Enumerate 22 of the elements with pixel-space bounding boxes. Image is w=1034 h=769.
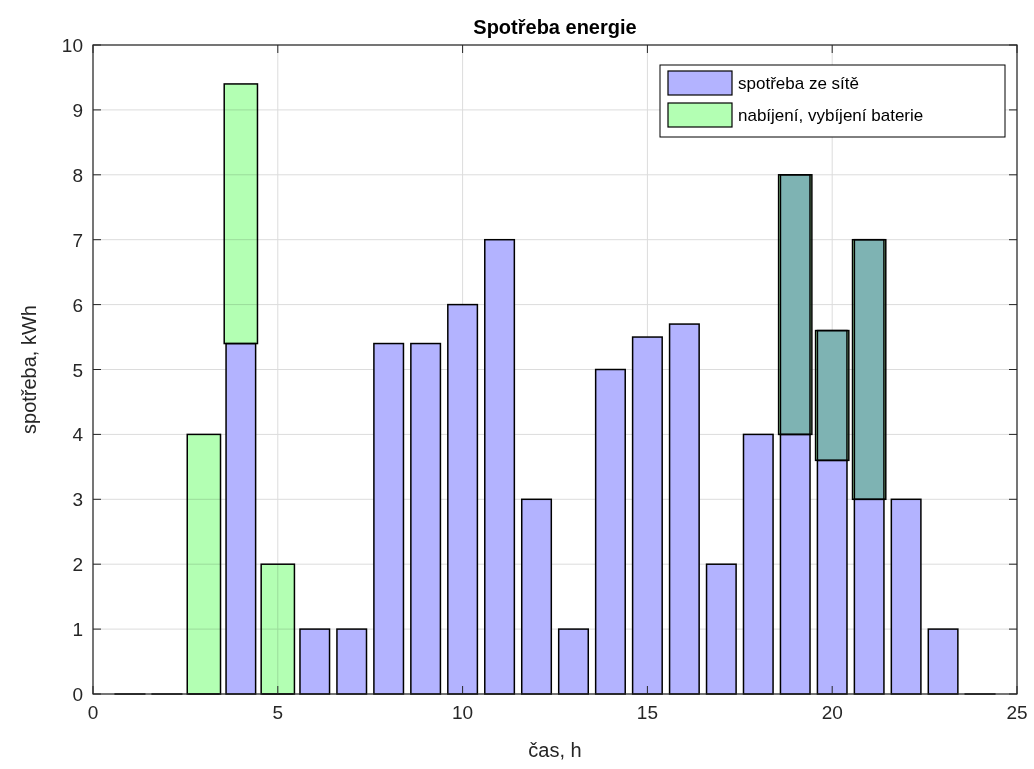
y-tick-label: 5 [72,359,83,381]
y-tick-label: 4 [72,424,84,446]
x-tick-label: 20 [821,702,843,723]
y-tick-label: 10 [61,35,83,56]
chart-title: Spotřeba energie [473,16,637,38]
y-tick-label: 3 [72,489,83,511]
x-tick-label: 25 [1006,702,1028,723]
legend-label: nabíjení, vybíjení baterie [738,106,924,125]
y-tick-label: 2 [72,554,83,576]
legend-label: spotřeba ze sítě [738,74,859,93]
y-tick-label: 7 [72,229,83,251]
y-tick-label: 0 [72,684,83,705]
y-tick-label: 1 [72,619,83,641]
y-axis-title: spotřeba, kWh [18,305,40,434]
y-tick-label: 8 [72,164,83,186]
x-tick-label: 5 [272,702,284,723]
x-tick-label: 0 [87,702,99,723]
y-tick-label: 9 [72,99,83,121]
x-axis-title: čas, h [528,739,582,761]
x-tick-label: 15 [636,702,658,723]
y-tick-label: 6 [72,294,83,316]
x-tick-label: 10 [452,702,474,723]
